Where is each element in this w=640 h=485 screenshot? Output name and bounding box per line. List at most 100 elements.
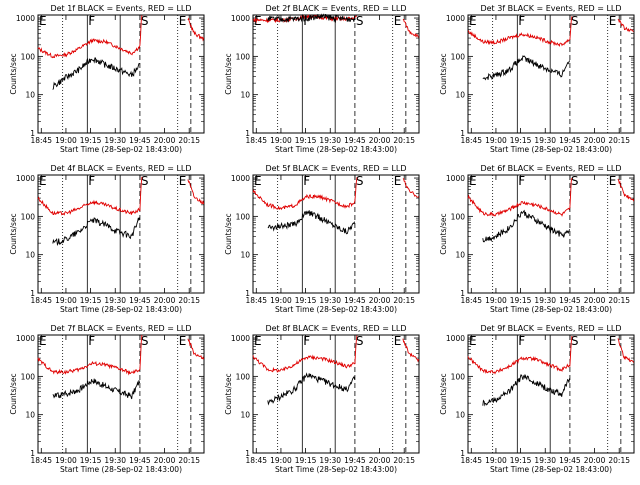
interval-letter: E (609, 14, 617, 28)
x-tick-label: 20:15 (178, 296, 200, 305)
interval-letter: E (254, 14, 262, 28)
panel-title: Det 7f BLACK = Events, RED = LLD (50, 324, 191, 333)
lld-series-line (467, 335, 635, 375)
x-tick-label: 19:00 (55, 456, 77, 465)
y-tick-label: 1000 (231, 14, 250, 23)
y-tick-label: 10 (455, 251, 465, 260)
lld-series-line (37, 15, 205, 59)
interval-letter: E (179, 174, 187, 188)
x-tick-label: 18:45 (245, 296, 267, 305)
plot-frame (467, 334, 635, 454)
y-axis-label: Counts/sec (9, 373, 18, 414)
x-tick-label: 20:00 (154, 136, 176, 145)
plot-frame (37, 14, 205, 134)
x-tick-label: 18:45 (30, 136, 52, 145)
x-tick-label: 19:30 (104, 136, 126, 145)
interval-letter: E (469, 174, 477, 188)
x-tick-label: 19:15 (510, 136, 532, 145)
y-tick-label: 1 (245, 449, 250, 458)
x-axis-label: Start Time (28-Sep-02 18:43:00) (275, 145, 397, 154)
y-tick-label: 1000 (446, 334, 465, 343)
x-tick-label: 18:45 (30, 296, 52, 305)
interval-letter: F (518, 334, 525, 348)
plot-frame (37, 174, 205, 294)
interval-letter: E (179, 334, 187, 348)
events-series-line (482, 209, 571, 243)
interval-letter: E (39, 174, 47, 188)
interval-letter: E (254, 334, 262, 348)
events-series-line (52, 378, 141, 400)
y-tick-label: 1000 (16, 334, 35, 343)
y-axis-label: Counts/sec (9, 53, 18, 94)
lld-series-line (37, 176, 205, 216)
interval-letter: S (356, 14, 364, 28)
y-tick-label: 100 (451, 212, 466, 221)
x-tick-label: 18:45 (245, 136, 267, 145)
interval-letter: S (141, 14, 149, 28)
y-axis-label: Counts/sec (224, 373, 233, 414)
interval-letter: E (254, 174, 262, 188)
x-tick-label: 19:30 (534, 296, 556, 305)
panel-title: Det 3f BLACK = Events, RED = LLD (480, 4, 621, 13)
x-tick-label: 20:00 (154, 456, 176, 465)
x-tick-label: 20:00 (369, 136, 391, 145)
y-tick-label: 100 (451, 52, 466, 61)
x-tick-label: 19:45 (129, 296, 151, 305)
interval-letter: S (141, 174, 149, 188)
y-tick-label: 100 (21, 52, 36, 61)
interval-letter: S (571, 14, 579, 28)
lld-series-line (37, 334, 205, 376)
x-tick-label: 20:00 (154, 296, 176, 305)
x-tick-label: 20:15 (178, 136, 200, 145)
plot-frame (467, 14, 635, 134)
x-tick-label: 20:00 (369, 456, 391, 465)
interval-letter: E (609, 174, 617, 188)
x-tick-label: 19:15 (510, 456, 532, 465)
y-axis-label: Counts/sec (439, 213, 448, 254)
y-tick-label: 100 (21, 212, 36, 221)
interval-letter: S (571, 174, 579, 188)
interval-letter: F (88, 14, 95, 28)
panel-title: Det 6f BLACK = Events, RED = LLD (480, 164, 621, 173)
interval-letter: S (356, 174, 364, 188)
x-tick-label: 19:45 (129, 136, 151, 145)
x-tick-label: 19:15 (510, 296, 532, 305)
plot-frame (252, 174, 420, 294)
plot-frame (467, 174, 635, 294)
x-tick-label: 19:45 (559, 456, 581, 465)
x-tick-label: 19:30 (104, 296, 126, 305)
x-tick-label: 18:45 (460, 136, 482, 145)
y-tick-label: 100 (21, 372, 36, 381)
x-tick-label: 19:30 (534, 456, 556, 465)
interval-letter: E (179, 14, 187, 28)
x-tick-label: 19:30 (319, 136, 341, 145)
x-tick-label: 19:45 (344, 136, 366, 145)
interval-letter: F (303, 14, 310, 28)
y-tick-label: 1 (245, 129, 250, 138)
y-tick-label: 10 (455, 91, 465, 100)
interval-letter: E (469, 334, 477, 348)
interval-letter: S (356, 334, 364, 348)
y-tick-label: 100 (451, 372, 466, 381)
y-tick-label: 1000 (16, 14, 35, 23)
x-tick-label: 20:00 (584, 296, 606, 305)
interval-letter: F (88, 334, 95, 348)
x-tick-label: 19:00 (55, 296, 77, 305)
y-axis-label: Counts/sec (224, 213, 233, 254)
interval-letter: F (518, 174, 525, 188)
panel-title: Det 4f BLACK = Events, RED = LLD (50, 164, 191, 173)
x-tick-label: 19:30 (104, 456, 126, 465)
interval-letter: F (303, 334, 310, 348)
x-tick-label: 20:00 (584, 456, 606, 465)
x-axis-label: Start Time (28-Sep-02 18:43:00) (490, 145, 612, 154)
y-tick-label: 1 (30, 289, 35, 298)
y-tick-label: 1 (460, 289, 465, 298)
lld-series-line (252, 335, 420, 373)
x-tick-label: 19:00 (270, 296, 292, 305)
y-tick-label: 1000 (16, 174, 35, 183)
